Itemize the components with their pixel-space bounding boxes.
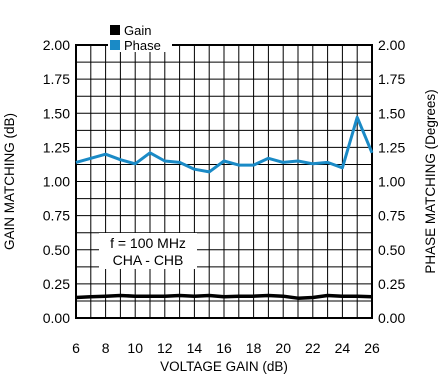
x-tick-label: 10 xyxy=(127,340,143,356)
y-left-tick-label: 0.75 xyxy=(43,208,70,224)
y-right-tick-label: 1.50 xyxy=(378,105,405,121)
x-tick-label: 8 xyxy=(102,340,110,356)
x-tick-label: 6 xyxy=(72,340,80,356)
y-right-tick-label: 2.00 xyxy=(378,37,405,53)
y-left-tick-label: 1.00 xyxy=(43,174,70,190)
x-tick-label: 18 xyxy=(246,340,262,356)
x-tick-label: 24 xyxy=(335,340,351,356)
annotation-background xyxy=(99,233,197,269)
y-right-tick-label: 1.25 xyxy=(378,139,405,155)
series-line-phase xyxy=(75,115,374,174)
y-left-tick-label: 2.00 xyxy=(43,37,70,53)
legend-label-phase: Phase xyxy=(124,38,161,53)
legend: Gain Phase xyxy=(108,22,172,53)
series-layer xyxy=(75,115,374,300)
y-right-tick-label: 0.00 xyxy=(378,310,405,326)
y-right-tick-label: 1.00 xyxy=(378,174,405,190)
x-tick-label: 20 xyxy=(275,340,291,356)
x-tick-label: 14 xyxy=(187,340,203,356)
y-left-tick-label: 1.50 xyxy=(43,105,70,121)
y-left-tick-label: 0.50 xyxy=(43,242,70,258)
y-left-tick-label: 0.00 xyxy=(43,310,70,326)
plot-frame xyxy=(75,44,373,319)
y-left-tick-label: 0.25 xyxy=(43,276,70,292)
condition-annotation: f = 100 MHz CHA - CHB xyxy=(99,233,197,269)
y-right-tick-label: 0.75 xyxy=(378,208,405,224)
y-right-tick-label: 1.75 xyxy=(378,71,405,87)
annotation-channels: CHA - CHB xyxy=(113,252,184,268)
tick-labels: 0.00 0.25 0.50 0.75 1.00 1.25 1.50 1.75 2.00 0.00… xyxy=(43,37,406,356)
x-axis-title: VOLTAGE GAIN (dB) xyxy=(160,359,288,374)
y-left-tick-label: 1.75 xyxy=(43,71,70,87)
legend-swatch-phase xyxy=(110,40,120,50)
grid-lines xyxy=(76,45,372,318)
y-axis-left-title: GAIN MATCHING (dB) xyxy=(2,113,17,250)
y-axis-right-title: PHASE MATCHING (Degrees) xyxy=(423,89,438,273)
annotation-frequency: f = 100 MHz xyxy=(110,235,186,251)
legend-label-gain: Gain xyxy=(124,23,151,38)
x-tick-label: 26 xyxy=(364,340,380,356)
legend-swatch-gain xyxy=(110,25,120,35)
series-line-gain xyxy=(75,293,373,300)
x-tick-label: 16 xyxy=(216,340,232,356)
x-tick-label: 22 xyxy=(305,340,321,356)
x-tick-label: 12 xyxy=(157,340,173,356)
y-left-tick-label: 1.25 xyxy=(43,139,70,155)
y-right-tick-label: 0.25 xyxy=(378,276,405,292)
y-right-tick-label: 0.50 xyxy=(378,242,405,258)
